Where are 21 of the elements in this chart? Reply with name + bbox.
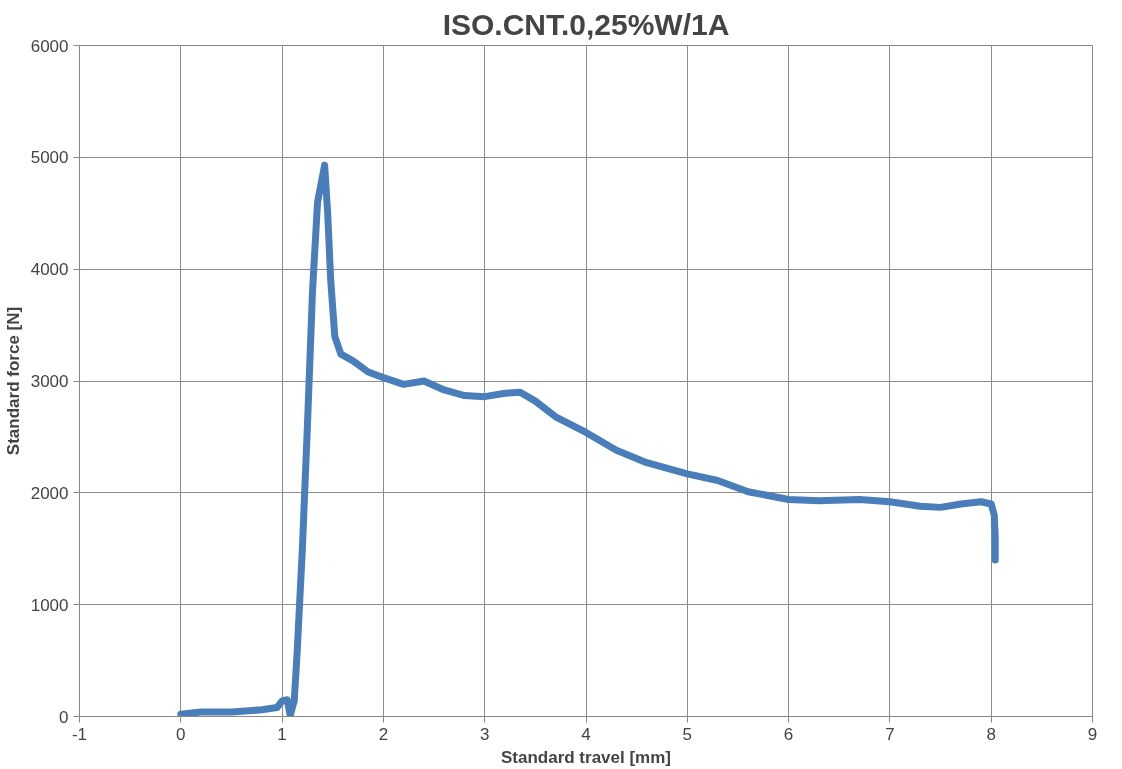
y-tick-label: 4000 <box>30 260 69 280</box>
y-axis-title: Standard force [N] <box>3 306 23 456</box>
x-axis-title: Standard travel [mm] <box>500 747 672 767</box>
x-tick-label: 8 <box>986 724 996 744</box>
y-tick-label: 0 <box>59 707 69 727</box>
y-tick-label: 5000 <box>30 148 69 168</box>
x-tick-label: 7 <box>885 724 895 744</box>
chart-title: ISO.CNT.0,25%W/1A <box>442 7 730 41</box>
x-tick-label: 9 <box>1087 724 1098 744</box>
x-tick-label: 4 <box>581 724 591 744</box>
x-tick-label: 0 <box>176 724 186 744</box>
y-tick-label: 2000 <box>30 483 69 503</box>
x-tick-label: 3 <box>479 724 490 744</box>
x-tick-label: 2 <box>378 724 389 744</box>
x-tick-label: 1 <box>277 724 287 744</box>
y-tick-label: 3000 <box>30 372 69 391</box>
x-tick-label: 6 <box>783 724 794 744</box>
x-tick-label: 5 <box>682 724 693 744</box>
y-tick-label: 1000 <box>30 595 69 615</box>
y-tick-label: 6000 <box>30 36 69 56</box>
x-tick-label: -1 <box>71 724 88 744</box>
